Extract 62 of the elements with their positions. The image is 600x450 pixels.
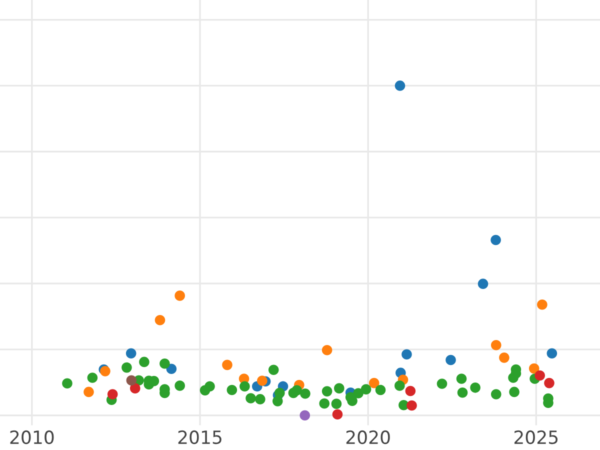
point <box>490 234 501 246</box>
point <box>406 400 417 411</box>
point <box>405 386 416 396</box>
point <box>322 386 332 396</box>
point <box>394 80 406 91</box>
point <box>368 378 380 388</box>
point <box>84 386 94 398</box>
point <box>509 386 520 398</box>
point <box>402 349 412 360</box>
point <box>470 382 480 393</box>
point <box>222 360 232 370</box>
point <box>360 384 372 394</box>
point <box>154 314 166 326</box>
point <box>300 410 310 421</box>
point <box>436 378 448 389</box>
point <box>160 358 170 369</box>
point <box>331 398 342 409</box>
x-tick-label: 2015 <box>178 430 222 444</box>
point <box>130 383 140 394</box>
point <box>332 409 343 420</box>
point <box>490 389 502 400</box>
point <box>166 364 177 374</box>
point <box>274 388 285 398</box>
point <box>478 278 488 289</box>
point <box>257 376 268 386</box>
point <box>322 344 332 356</box>
point <box>499 352 510 363</box>
point <box>353 388 364 398</box>
point <box>334 383 344 394</box>
point <box>226 384 238 396</box>
point <box>319 398 330 409</box>
x-tick-label: 2025 <box>514 430 558 444</box>
point <box>240 381 250 392</box>
point <box>292 385 302 396</box>
point <box>174 380 185 391</box>
point <box>107 389 118 400</box>
point <box>375 384 386 396</box>
point <box>537 299 548 310</box>
point <box>490 340 502 350</box>
point <box>546 348 558 359</box>
point <box>62 378 72 389</box>
point <box>87 372 98 383</box>
point <box>268 364 279 376</box>
point <box>446 354 456 366</box>
point <box>174 290 185 301</box>
point <box>528 363 540 374</box>
point <box>246 393 256 404</box>
point <box>300 388 310 399</box>
point <box>457 387 468 398</box>
point <box>544 378 554 388</box>
point <box>394 380 405 391</box>
point <box>126 348 136 359</box>
x-tick-label: 2010 <box>10 430 54 444</box>
point <box>126 375 137 386</box>
point <box>122 362 132 373</box>
point <box>272 396 283 406</box>
point <box>534 370 545 381</box>
point <box>204 381 215 392</box>
point <box>456 374 467 384</box>
point <box>139 356 150 368</box>
x-tick-label: 2020 <box>346 430 390 444</box>
point <box>255 394 266 404</box>
